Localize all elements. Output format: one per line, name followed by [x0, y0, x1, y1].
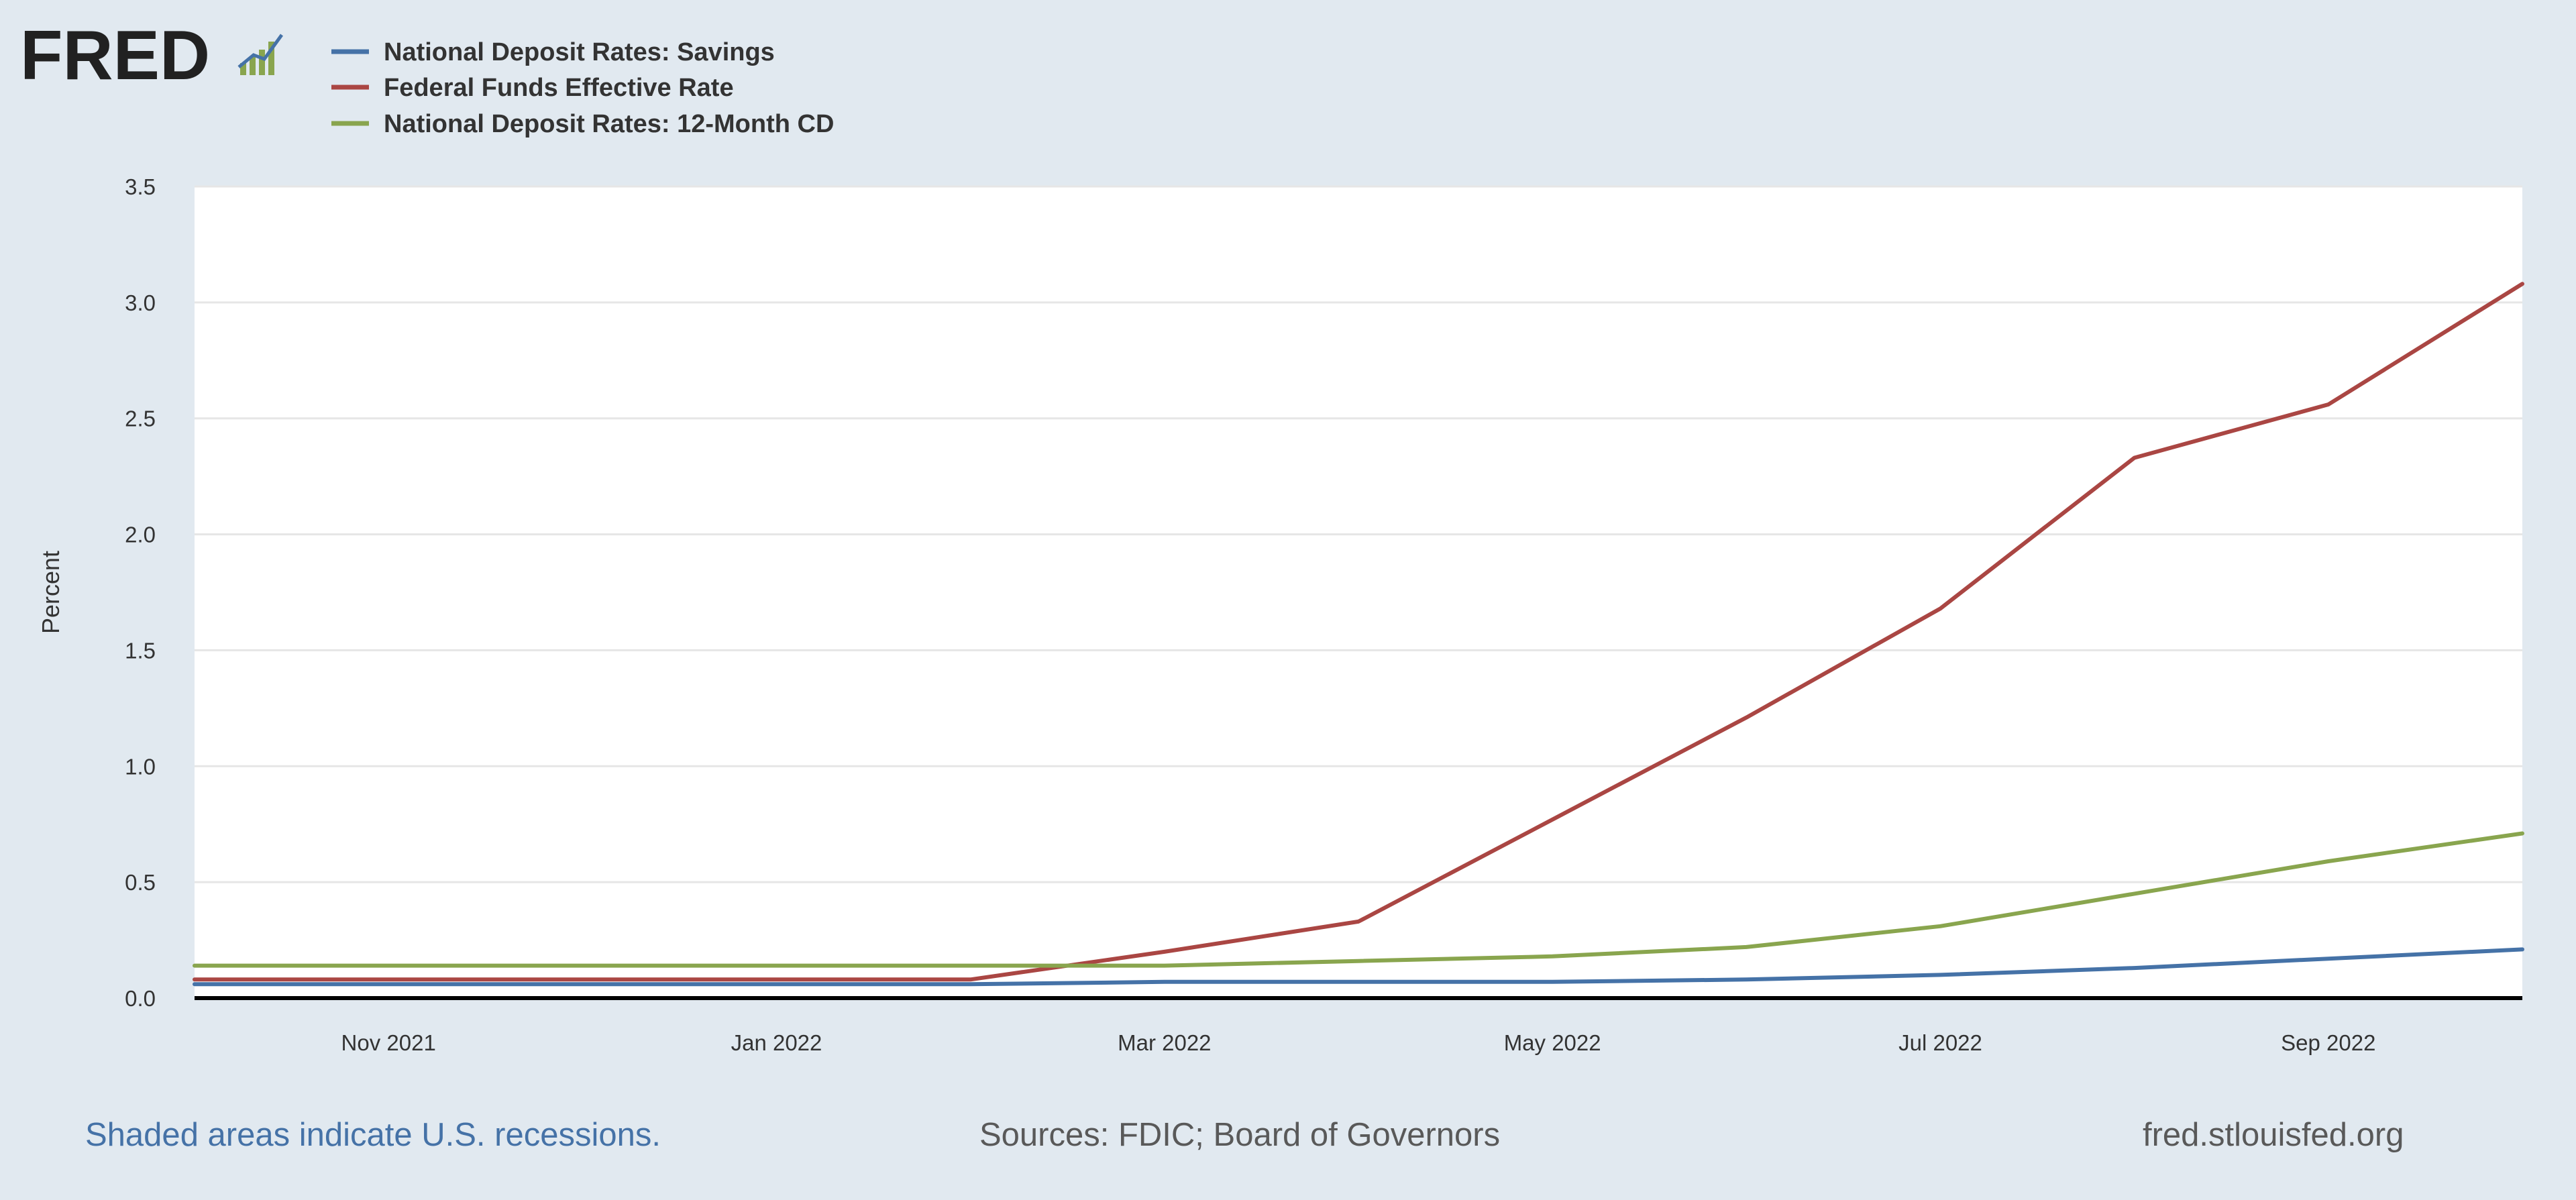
legend-label-fed-funds: Federal Funds Effective Rate [384, 74, 734, 102]
y-tick-label: 2.5 [125, 406, 156, 431]
legend-label-savings: National Deposit Rates: Savings [384, 38, 775, 66]
x-tick-label: Jul 2022 [1898, 1030, 1982, 1055]
legend: National Deposit Rates: Savings Federal … [331, 38, 834, 138]
y-tick-label: 0.5 [125, 870, 156, 895]
plot-area [195, 186, 2522, 998]
y-axis-label: Percent [37, 551, 64, 634]
x-tick-label: Sep 2022 [2281, 1030, 2375, 1055]
x-tick-label: Jan 2022 [731, 1030, 822, 1055]
y-tick-label: 0.0 [125, 986, 156, 1011]
series-lines [193, 282, 2524, 987]
sources-text: Sources: FDIC; Board of Governors [979, 1117, 1500, 1153]
site-url[interactable]: fred.stlouisfed.org [2143, 1117, 2404, 1153]
x-tick-label: Mar 2022 [1118, 1030, 1211, 1055]
fred-logo[interactable]: FRED [20, 17, 284, 95]
y-tick-label: 1.5 [125, 638, 156, 663]
series-line-savings[interactable] [193, 947, 2524, 987]
legend-item-fed-funds[interactable]: Federal Funds Effective Rate [331, 74, 734, 102]
y-tick-label: 1.0 [125, 754, 156, 779]
x-tick-label: May 2022 [1504, 1030, 1601, 1055]
recessions-link[interactable]: Shaded areas indicate U.S. recessions. [85, 1117, 661, 1153]
x-axis-tick-labels: Nov 2021 Jan 2022 Mar 2022 May 2022 Jul 2022… [341, 1030, 2376, 1055]
grid-lines [195, 185, 2522, 883]
legend-item-cd[interactable]: National Deposit Rates: 12-Month CD [331, 110, 834, 138]
legend-label-cd: National Deposit Rates: 12-Month CD [384, 110, 834, 138]
y-tick-label: 2.0 [125, 523, 156, 547]
fred-logo-text: FRED [20, 17, 210, 95]
y-axis-tick-labels: 0.0 0.5 1.0 1.5 2.0 2.5 3.0 3.5 [125, 174, 156, 1011]
x-tick-label: Nov 2021 [341, 1030, 436, 1055]
fred-logo-graph-icon [237, 34, 284, 75]
series-line-cd[interactable] [193, 831, 2524, 968]
series-line-fed-funds[interactable] [193, 282, 2524, 982]
legend-item-savings[interactable]: National Deposit Rates: Savings [331, 38, 775, 66]
y-tick-label: 3.0 [125, 290, 156, 315]
y-tick-label: 3.5 [125, 174, 156, 199]
